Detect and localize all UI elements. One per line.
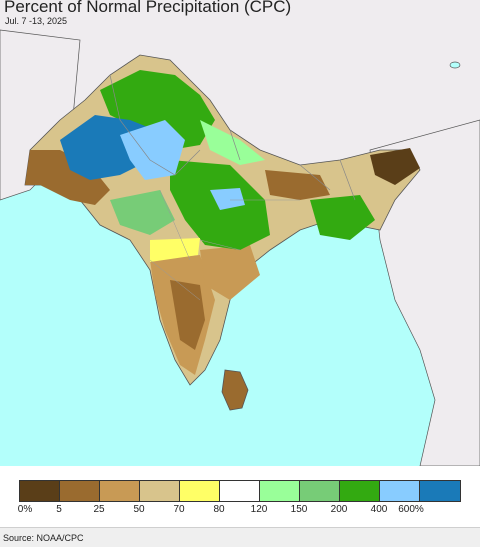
near-normal-south <box>150 238 200 262</box>
legend-tick-label: 5 <box>56 504 62 515</box>
deficit-central <box>200 245 260 300</box>
legend-swatch-120-150 <box>260 481 300 501</box>
legend-tick-label: 70 <box>173 504 185 515</box>
state-boundary <box>149 189 300 301</box>
legend-tick-label: 400 <box>370 504 388 515</box>
deficit-east <box>265 170 330 200</box>
map-title: Percent of Normal Precipitation (CPC) <box>4 0 292 16</box>
legend-tick-label: 150 <box>290 504 308 515</box>
deficit-west <box>25 150 110 205</box>
precipitation-map <box>0 29 480 466</box>
legend-swatch-400-600 <box>380 481 420 501</box>
legend-color-bar <box>19 480 461 502</box>
legend-swatch-200-400 <box>340 481 380 501</box>
legend-tick-label: 50 <box>133 504 145 515</box>
legend-tick-label: 600% <box>398 504 424 515</box>
legend-tick-label: 80 <box>213 504 225 515</box>
southeast-asia-land <box>369 119 480 466</box>
map-frame: Percent of Normal Precipitation (CPC) Ju… <box>0 0 480 466</box>
excess-north <box>100 70 215 150</box>
legend-swatch-150-200 <box>300 481 340 501</box>
legend-tick-label: 25 <box>93 504 105 515</box>
deficit-northeast <box>370 148 420 185</box>
high-pakistan <box>120 120 185 180</box>
legend-tick-label: 0% <box>17 504 33 515</box>
legend-swatch-25-50 <box>100 481 140 501</box>
legend-tick-label: 200 <box>330 504 348 515</box>
map-subtitle: Jul. 7 -13, 2025 <box>5 16 68 26</box>
legend-swatch->600 <box>420 481 460 501</box>
moderate-excess-north <box>200 120 265 165</box>
island <box>449 61 461 69</box>
legend-swatch-70-80 <box>180 481 220 501</box>
excess-bengal <box>310 195 375 240</box>
high-central <box>210 188 245 210</box>
source-bar: Source: NOAA/CPC <box>0 527 480 547</box>
deficit-south-core <box>170 280 205 350</box>
legend-swatch-80-120 <box>220 481 260 501</box>
source-text: Source: NOAA/CPC <box>3 533 84 543</box>
country-boundary <box>109 74 356 201</box>
legend-swatch-5-25 <box>60 481 100 501</box>
legend-swatch-50-70 <box>140 481 180 501</box>
bay-of-bengal <box>250 230 400 466</box>
legend-tick-label: 120 <box>250 504 268 515</box>
sri-lanka <box>221 369 249 411</box>
excess-west-central <box>110 190 175 235</box>
legend-swatch-0-5 <box>20 481 60 501</box>
